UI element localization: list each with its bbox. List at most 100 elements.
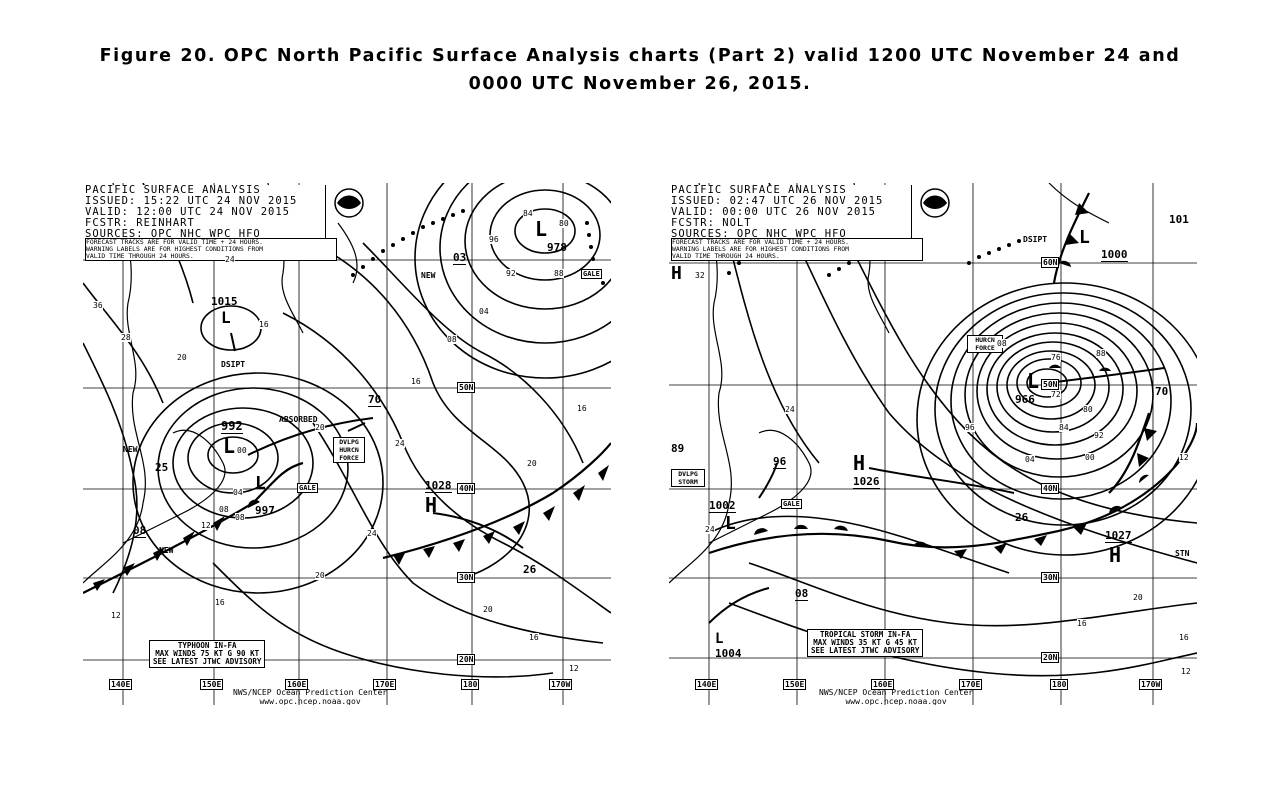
forecast-pressure-label: 25 — [155, 461, 169, 474]
advisory-line: SEE LATEST JTWC ADVISORY — [811, 646, 920, 655]
isobar-label: 84 — [1059, 423, 1069, 432]
lat-label: 40N — [457, 483, 476, 494]
lat-label: 40N — [1041, 483, 1060, 494]
isobar-label: 00 — [237, 446, 247, 455]
isobar-label: 20 — [315, 571, 325, 580]
footer-line: www.opc.ncep.noaa.gov — [845, 697, 947, 705]
lat-lon-grid — [669, 183, 1197, 705]
low-center-997: L 997 — [255, 473, 275, 517]
isobar-label: 04 — [1025, 455, 1035, 464]
low-symbol: L — [223, 434, 236, 458]
lon-label: 150E — [200, 679, 224, 690]
pressure-value: 966 — [1015, 393, 1035, 406]
lon-label: 170W — [549, 679, 573, 690]
isobar-label: 88 — [554, 269, 564, 278]
advisory-line: SEE LATEST JTWC ADVISORY — [153, 657, 262, 666]
issued-time: ISSUED: 02:47 UTC 26 NOV 2015 — [671, 195, 884, 207]
isobar-label: 92 — [506, 269, 516, 278]
caption-line-2: 0000 UTC November 26, 2015. — [468, 74, 812, 94]
label-absorbed: ABSORBED — [279, 415, 318, 424]
warning-gale: GALE — [581, 269, 602, 279]
lon-label: 140E — [695, 679, 719, 690]
pressure-value: 1004 — [715, 647, 742, 660]
high-center-1028: 1028 H — [425, 479, 452, 517]
pressure-value: 992 — [221, 419, 243, 434]
lon-label: 170E — [373, 679, 397, 690]
cold-front — [1108, 412, 1151, 494]
forecast-pressure-label: 26 — [523, 563, 537, 576]
isobar-label: 16 — [577, 404, 587, 413]
forecast-pressure-label: 101 — [1169, 213, 1189, 226]
sources: SOURCES: OPC NHC WPC HFO — [85, 228, 261, 240]
lon-label: 160E — [285, 679, 309, 690]
note-line: FORECAST TRACKS ARE FOR VALID TIME + 24 … — [86, 238, 263, 246]
isobar-label: 24 — [225, 255, 235, 264]
isobar-label: 20 — [1133, 593, 1143, 602]
noaa-logo — [334, 188, 364, 218]
lat-label: 20N — [457, 654, 476, 665]
weather-map-svg — [669, 183, 1197, 705]
isobar-label: 20 — [527, 459, 537, 468]
forecaster: FCSTR: NOLT — [671, 217, 752, 229]
isobar-label: 20 — [315, 423, 325, 432]
isobar-label: 04 — [233, 488, 243, 497]
footer-line: NWS/NCEP Ocean Prediction Center — [233, 688, 388, 697]
label-new: NEW — [159, 546, 174, 555]
valid-time: VALID: 00:00 UTC 26 NOV 2015 — [671, 206, 877, 218]
isobar-label: 20 — [177, 353, 187, 362]
label-dsipt: DSIPT — [1023, 235, 1048, 244]
chart-header: PACIFIC SURFACE ANALYSIS ISSUED: 15:22 U… — [85, 185, 326, 241]
low-symbol: L — [221, 308, 231, 327]
note-line: VALID TIME THROUGH 24 HOURS. — [86, 252, 194, 260]
isobar-label: 08 — [235, 513, 245, 522]
lat-label: 50N — [457, 382, 476, 393]
chart-footer: NWS/NCEP Ocean Prediction Center www.opc… — [819, 688, 973, 705]
lat-label: 50N — [1041, 379, 1060, 390]
low-center-1015: 1015 L — [211, 295, 238, 327]
pressure-value: 997 — [255, 504, 275, 517]
forecast-pressure-label: 08 — [795, 587, 809, 601]
low-center-1004: L 1004 — [715, 631, 742, 660]
surface-analysis-chart-nov26: PACIFIC SURFACE ANALYSIS ISSUED: 02:47 U… — [669, 183, 1197, 705]
high-symbol: H — [425, 493, 438, 517]
isobar-label: 24 — [395, 439, 405, 448]
forecast-pressure-label: 03 — [453, 251, 467, 265]
storm-tracks — [230, 332, 524, 549]
isobar-label: 12 — [201, 521, 211, 530]
low-symbol: L — [725, 513, 736, 534]
isobar-label: 08 — [997, 339, 1007, 348]
low-center-1000: L 1000 — [1079, 227, 1128, 262]
figure-caption: Figure 20. OPC North Pacific Surface Ana… — [60, 42, 1220, 98]
low-symbol: L — [255, 473, 266, 494]
issued-time: ISSUED: 15:22 UTC 24 NOV 2015 — [85, 195, 298, 207]
forecaster: FCSTR: REINHART — [85, 217, 195, 229]
forecast-pressure-label: 26 — [1015, 511, 1029, 524]
tropical-storm-advisory-box: TROPICAL STORM IN-FA MAX WINDS 35 KT G 4… — [807, 629, 924, 657]
isobar-label: 36 — [93, 301, 103, 310]
isobar-label: 16 — [1077, 619, 1087, 628]
lon-label: 150E — [783, 679, 807, 690]
isobar-label: 88 — [1096, 349, 1106, 358]
pressure-value: 978 — [547, 241, 567, 254]
low-center-978: L 978 — [535, 217, 567, 254]
note-line: WARNING LABELS ARE FOR HIGHEST CONDITION… — [86, 245, 263, 253]
isobar-label: 12 — [569, 664, 579, 673]
low-symbol: L — [715, 631, 724, 647]
advisory-line: MAX WINDS 35 KT G 45 KT — [813, 638, 918, 647]
low-center-966: L 966 — [1015, 369, 1039, 406]
isobar-label: 04 — [479, 307, 489, 316]
note-line: WARNING LABELS ARE FOR HIGHEST CONDITION… — [672, 245, 849, 253]
isobar-label: 16 — [411, 377, 421, 386]
isobar-label: 76 — [1051, 353, 1061, 362]
label-dsipt: DSIPT — [221, 360, 246, 369]
high-center-1027: 1027 H — [1105, 529, 1132, 567]
lat-label: 30N — [1041, 572, 1060, 583]
warning-dvlpg-storm: DVLPG STORM — [671, 469, 705, 487]
lat-label: 30N — [457, 572, 476, 583]
advisory-line: TYPHOON IN-FA — [177, 641, 237, 650]
isobar-label: 12 — [111, 611, 121, 620]
isobar-label: 92 — [1094, 431, 1104, 440]
isobar-label: 84 — [523, 209, 533, 218]
warning-hurcn-force: HURCN FORCE — [967, 335, 1003, 353]
advisory-line: TROPICAL STORM IN-FA — [820, 630, 911, 639]
